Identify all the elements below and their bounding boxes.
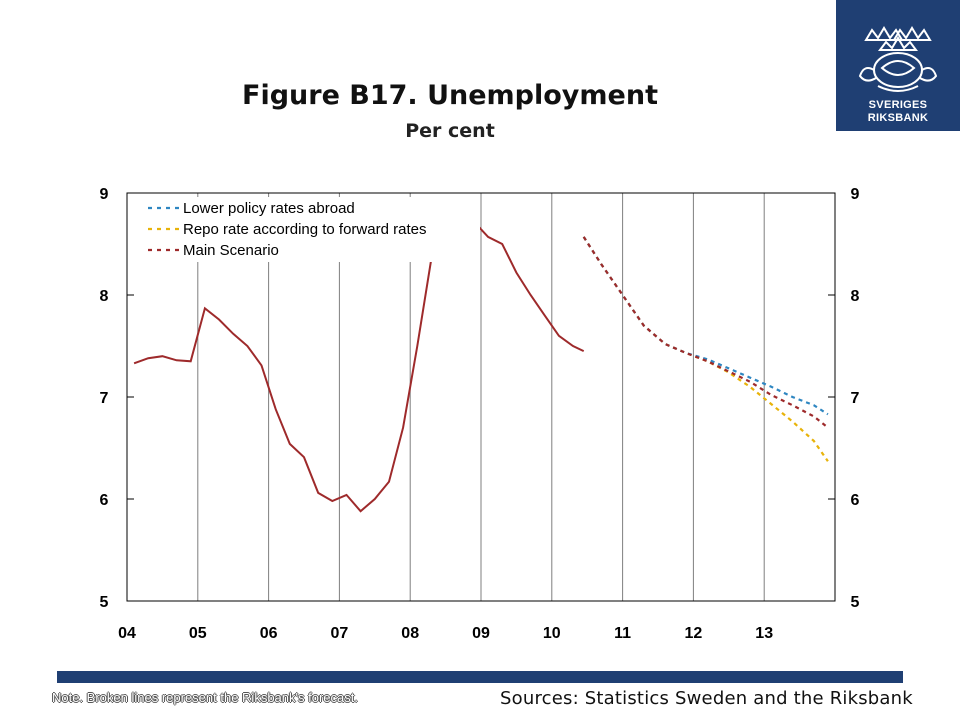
y-tick-label-left-5: 5 [100, 594, 109, 611]
x-tick-label-09: 09 [472, 625, 490, 642]
x-tick-label-07: 07 [331, 625, 349, 642]
x-tick-label-04: 04 [118, 625, 136, 642]
legend-background [140, 197, 480, 262]
x-tick-label-05: 05 [189, 625, 207, 642]
series-line-main-scenario [582, 236, 829, 429]
logo-line-1: SVERIGES [868, 99, 928, 111]
x-tick-label-08: 08 [401, 625, 419, 642]
y-tick-label-left-8: 8 [100, 288, 109, 305]
footnote: Note. Broken lines represent the Riksban… [52, 690, 358, 705]
legend-label-0: Lower policy rates abroad [183, 200, 355, 217]
y-tick-label-right-7: 7 [851, 390, 860, 407]
series-line-lower-policy-rates-abroad [582, 236, 829, 416]
y-tick-label-right-5: 5 [851, 594, 860, 611]
y-tick-label-right-6: 6 [851, 492, 860, 509]
chart-title: Figure B17. Unemployment [242, 80, 658, 111]
y-tick-label-right-8: 8 [851, 288, 860, 305]
riksbank-logo: SVERIGES RIKSBANK [836, 0, 960, 131]
x-tick-label-13: 13 [755, 625, 773, 642]
series-lines [133, 216, 829, 513]
unemployment-chart: 5 5 6 6 7 7 8 8 9 9 04 05 06 07 08 09 10 11 12 13 Lower pol… [100, 186, 860, 642]
legend-label-2: Main Scenario [183, 242, 279, 259]
logo-line-2: RIKSBANK [867, 112, 929, 124]
sources-text: Sources: Statistics Sweden and the Riksb… [500, 688, 913, 709]
chart-subtitle: Per cent [405, 120, 495, 142]
y-tick-label-left-6: 6 [100, 492, 109, 509]
legend: Lower policy rates abroad Repo rate accor… [140, 197, 480, 262]
series-line-historical [133, 216, 585, 513]
x-tick-label-11: 11 [614, 625, 631, 642]
y-tick-label-left-9: 9 [100, 186, 109, 203]
riksbank-crest-icon [858, 26, 938, 92]
axis-ticks: 5 5 6 6 7 7 8 8 9 9 04 05 06 07 08 09 10 11 12 13 [100, 186, 860, 642]
legend-label-1: Repo rate according to forward rates [183, 221, 426, 238]
footer-bar [57, 671, 903, 683]
y-tick-label-left-7: 7 [100, 390, 109, 407]
x-tick-label-06: 06 [260, 625, 278, 642]
x-tick-label-12: 12 [685, 625, 703, 642]
series-line-repo-rate-according-to-forward-rates [582, 236, 829, 462]
y-tick-label-right-9: 9 [851, 186, 860, 203]
x-tick-label-10: 10 [543, 625, 561, 642]
